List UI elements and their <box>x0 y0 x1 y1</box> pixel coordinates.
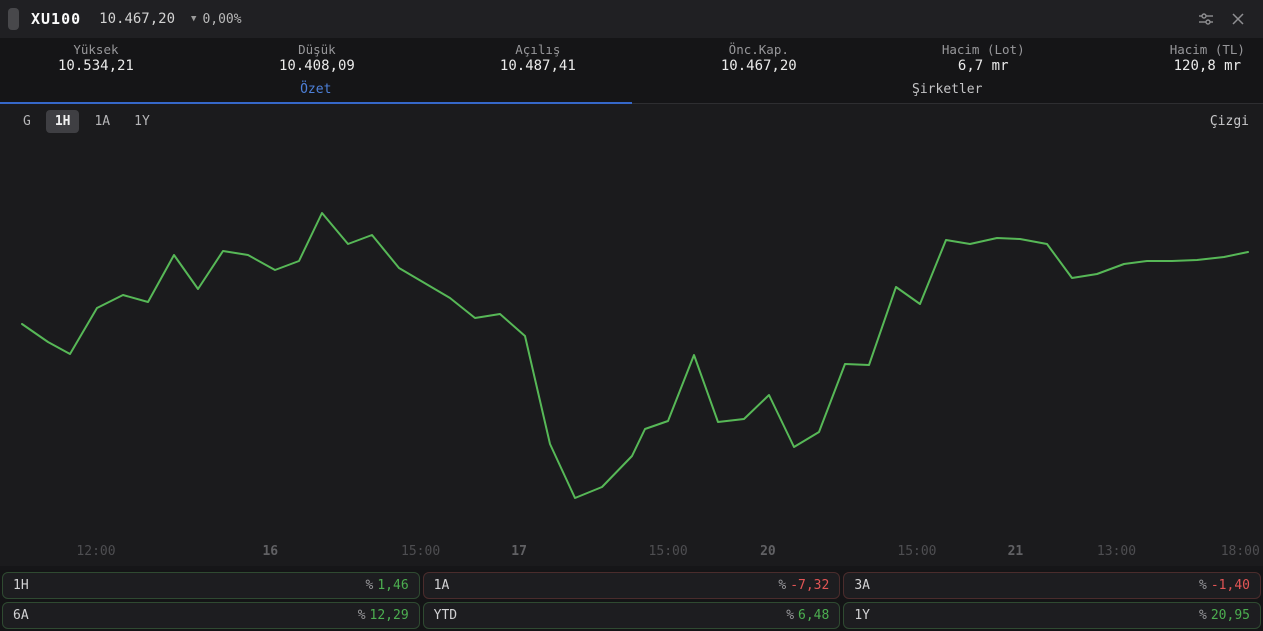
x-axis-label: 15:00 <box>897 544 937 559</box>
range-button-1y[interactable]: 1Y <box>125 110 159 133</box>
period-change-value: % 6,48 <box>786 608 830 623</box>
title-bar: XU100 10.467,20 ▼ 0,00% <box>0 0 1263 38</box>
performance-cell-1a: 1A % -7,32 <box>422 572 841 599</box>
x-axis-label: 17 <box>511 544 527 559</box>
stat-label: Hacim (TL) <box>1169 42 1245 57</box>
close-icon[interactable] <box>1225 6 1251 32</box>
stat-label: Hacim (Lot) <box>941 42 1025 57</box>
period-change-value: % 1,46 <box>365 578 409 593</box>
period-label: YTD <box>433 608 458 623</box>
stat-a-l-: Açılış 10.487,41 <box>500 42 576 80</box>
x-axis-label: 13:00 <box>1096 544 1137 559</box>
period-change-value: % 20,95 <box>1199 608 1250 623</box>
chart-toolbar: G 1H 1A 1Y Çizgi <box>0 104 1263 138</box>
x-axis-label: 12:00 <box>76 544 116 559</box>
change-direction-icon: ▼ <box>191 14 197 24</box>
period-label: 1Y <box>854 608 870 623</box>
stat-label: Önc.Kap. <box>728 42 789 57</box>
range-button-1h[interactable]: 1H <box>45 109 80 133</box>
period-label: 6A <box>13 608 29 623</box>
period-label: 3A <box>854 578 870 593</box>
price-chart[interactable]: 12:00 16 15:00 17 15:00 20 15:00 21 13:00 18:00 <box>0 138 1263 566</box>
performance-cell-ytd: YTD % 6,48 <box>422 602 841 629</box>
tab-özet[interactable]: Özet <box>0 80 632 104</box>
x-axis-label: 16 <box>262 544 279 559</box>
tab-şirketler[interactable]: Şirketler <box>631 80 1263 104</box>
x-axis-ticks: 12:00 16 15:00 17 15:00 20 15:00 21 13:00 18:00 <box>0 544 1263 562</box>
instrument-symbol: XU100 <box>31 10 82 28</box>
x-axis-label: 18:00 <box>1220 544 1260 559</box>
stat-hacim-lot-: Hacim (Lot) 6,7 mr <box>942 42 1025 80</box>
stat-label: Düşük <box>298 42 336 57</box>
last-price: 10.467,20 <box>99 11 176 27</box>
stat-y-ksek: Yüksek 10.534,21 <box>58 42 134 80</box>
x-axis-label: 20 <box>760 544 776 559</box>
stat-value: 10.467,20 <box>720 57 797 74</box>
x-axis-label: 15:00 <box>648 544 688 559</box>
stat-value: 120,8 mr <box>1173 57 1242 74</box>
period-change-value: % -7,32 <box>778 578 830 593</box>
drag-handle-icon[interactable] <box>8 8 19 30</box>
stat-value: 10.534,21 <box>58 57 134 74</box>
stat-label: Yüksek <box>73 42 119 57</box>
stat-hacim-tl-: Hacim (TL) 120,8 mr <box>1170 42 1245 80</box>
stat-value: 6,7 mr <box>957 57 1009 74</box>
range-button-1a[interactable]: 1A <box>85 110 119 133</box>
performance-cell-6a: 6A % 12,29 <box>2 602 420 629</box>
summary-stats-row: Yüksek 10.534,21 Düşük 10.408,09 Açılış 10.48… <box>0 38 1263 80</box>
performance-cell-3a: 3A % -1,40 <box>843 572 1261 599</box>
performance-cell-1h: 1H % 1,46 <box>2 572 420 599</box>
stat-value: 10.487,41 <box>499 57 576 74</box>
period-change-value: % -1,40 <box>1199 578 1250 593</box>
range-button-g[interactable]: G <box>14 110 40 133</box>
performance-table: 1H % 1,46 1A % -7,32 3A % -1,40 6A % 12,29 YTD % 6,48 1… <box>0 570 1263 631</box>
period-change-value: % 12,29 <box>357 608 409 623</box>
period-label: 1H <box>13 578 29 593</box>
stat-label: Açılış <box>515 42 561 57</box>
price-line-series <box>21 212 1249 499</box>
performance-cell-1y: 1Y % 20,95 <box>843 602 1261 629</box>
x-axis-label: 15:00 <box>401 544 441 559</box>
stat--nc-kap-: Önc.Kap. 10.467,20 <box>721 42 797 80</box>
settings-sliders-icon[interactable] <box>1193 6 1219 32</box>
x-axis-label: 21 <box>1007 544 1024 559</box>
stat-value: 10.408,09 <box>278 57 355 74</box>
stat-d-k: Düşük 10.408,09 <box>279 42 355 80</box>
tab-bar: Özet Şirketler <box>0 80 1263 104</box>
chart-type-button[interactable]: Çizgi <box>1209 113 1249 129</box>
period-label: 1A <box>433 578 450 593</box>
change-percent: 0,00% <box>202 11 242 27</box>
